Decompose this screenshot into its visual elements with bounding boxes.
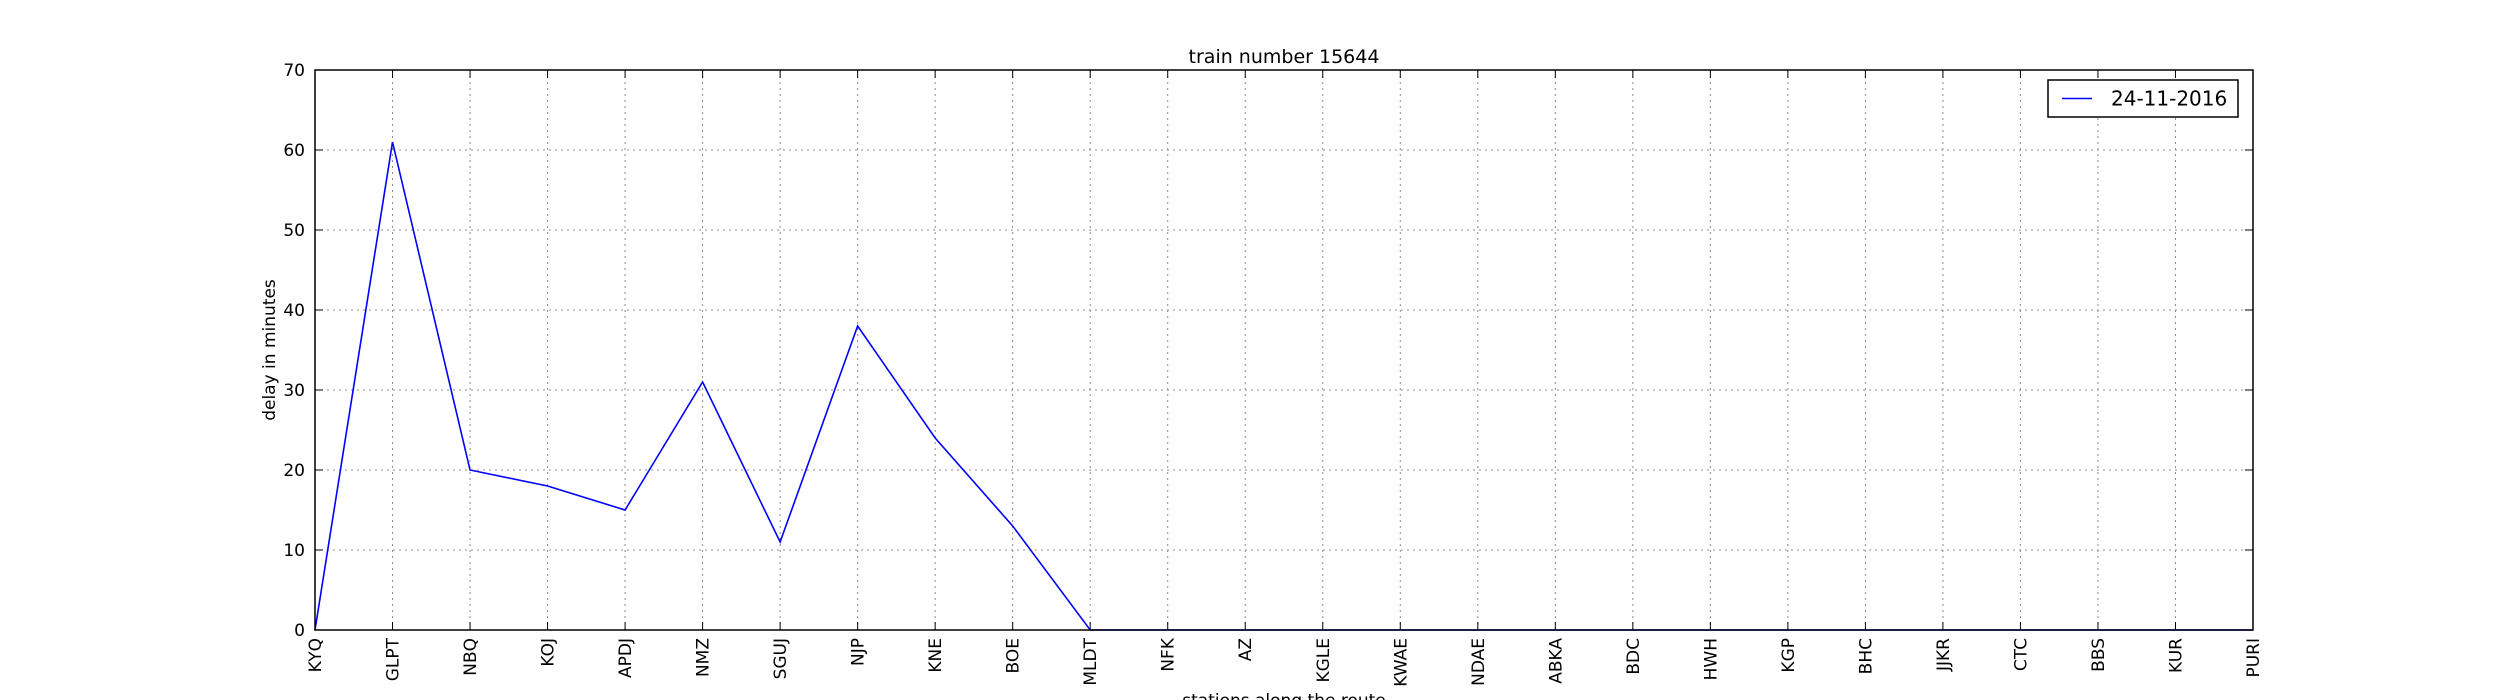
- series-layer: [314, 141, 2254, 631]
- y-tick-label: 70: [283, 61, 305, 81]
- y-tick-label: 30: [283, 381, 305, 401]
- x-tick-label: NMZ: [694, 638, 714, 677]
- legend: 24-11-2016: [2047, 79, 2239, 118]
- x-tick-label: NJP: [849, 638, 869, 666]
- x-tick-label: APDJ: [616, 638, 636, 678]
- x-tick-label: BHC: [1856, 638, 1876, 674]
- x-tick-label: KWAE: [1391, 638, 1411, 687]
- plot-frame: [314, 69, 2254, 631]
- grid-lines: [314, 69, 2254, 631]
- x-tick-label: KGP: [1779, 638, 1799, 673]
- x-tick-label: SGUJ: [771, 638, 791, 679]
- x-tick-label: KNE: [926, 638, 946, 673]
- y-tick-label: 40: [283, 301, 305, 321]
- x-tick-label: NFK: [1159, 637, 1179, 671]
- y-tick-label: 0: [294, 621, 305, 641]
- y-tick-label: 20: [283, 461, 305, 481]
- x-tick-label: GLPT: [384, 637, 404, 681]
- x-tick-label: AZ: [1236, 638, 1256, 661]
- chart-title: train number 15644: [1189, 46, 1380, 68]
- x-tick-label: BDC: [1624, 638, 1644, 675]
- x-tick-label: PURI: [2244, 638, 2264, 678]
- axis-ticks: 0 10 20 30 40 50 60 70 KYQ GLPT NBQ KOJ APDJ NMZ SGUJ N…: [283, 61, 2264, 687]
- x-axis-label: stations along the route: [1182, 691, 1386, 700]
- x-tick-label: NBQ: [461, 638, 481, 676]
- x-tick-label: KUR: [2166, 638, 2186, 673]
- x-tick-label: KYQ: [306, 638, 326, 672]
- x-tick-label: HWH: [1701, 638, 1721, 680]
- x-tick-label: ABKA: [1546, 638, 1566, 684]
- y-tick-label: 60: [283, 141, 305, 161]
- y-tick-label: 10: [283, 541, 305, 561]
- y-tick-label: 50: [283, 221, 305, 241]
- x-tick-label: KOJ: [539, 638, 559, 667]
- x-tick-label: BOE: [1004, 638, 1024, 674]
- x-tick-label: JJKR: [1934, 638, 1954, 672]
- x-tick-label: NDAE: [1469, 638, 1489, 686]
- x-tick-label: MLDT: [1081, 637, 1101, 685]
- legend-label: 24-11-2016: [2111, 87, 2227, 111]
- x-tick-label: KGLE: [1314, 638, 1334, 683]
- x-tick-label: CTC: [2011, 638, 2031, 671]
- series-line: [314, 141, 2253, 631]
- x-tick-label: BBS: [2089, 638, 2109, 672]
- y-axis-label: delay in minutes: [260, 279, 280, 421]
